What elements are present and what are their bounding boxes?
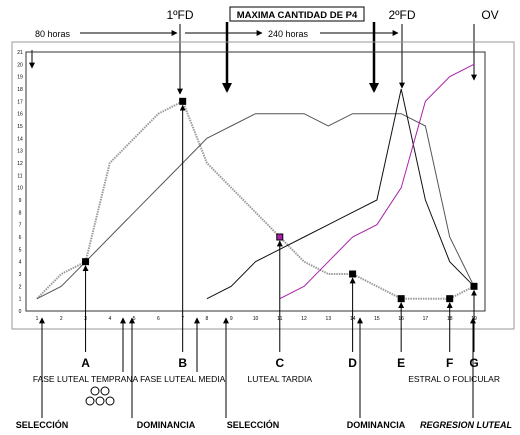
y-tick-label: 16 [17, 112, 23, 118]
series-layer [36, 63, 475, 300]
y-tick-label: 12 [17, 161, 23, 167]
event-label-c: LUTEAL TARDIA [247, 374, 312, 384]
event-label-a: FASE LUTEAL TEMPRANA [33, 374, 139, 384]
data-marker [276, 233, 284, 241]
y-tick-label: 1 [19, 297, 22, 303]
x-tick-label: 1 [36, 316, 39, 322]
x-tick-label: 5 [133, 316, 136, 322]
event-label-b: FASE LUTEAL MEDIA [140, 374, 226, 384]
event-layer: A FASE LUTEAL TEMPRANA B FASE LUTEAL MEDIA C… [33, 104, 500, 384]
y-tick-label: 10 [17, 186, 23, 192]
data-marker [470, 282, 478, 290]
y-tick-label: 14 [17, 136, 23, 142]
y-tick-label: 7 [19, 223, 22, 229]
x-tick-label: 8 [206, 316, 209, 322]
y-tick-label: 2 [19, 284, 22, 290]
x-tick-label: 4 [108, 316, 111, 322]
y-tick-label: 3 [19, 272, 22, 278]
y-tick-label: 19 [17, 75, 23, 81]
y-tick-label: 5 [19, 247, 22, 253]
x-tick-label: 12 [301, 316, 307, 322]
event-letter-f: F [446, 356, 453, 370]
phase-regresion-luteal: REGRESION LUTEAL [420, 420, 512, 430]
event-letter-b: B [178, 356, 187, 370]
series-line-2 [36, 113, 475, 300]
y-tick-label: 9 [19, 198, 22, 204]
plot-frame [25, 51, 486, 312]
y-tick-label: 0 [19, 309, 22, 315]
fd1-label: 1ºFD [166, 8, 193, 22]
x-tick-label: 10 [253, 316, 259, 322]
interval-80-label: 80 horas [35, 29, 71, 39]
y-tick-label: 8 [19, 210, 22, 216]
follicle-circles-icon [85, 386, 115, 406]
y-tick-label: 13 [17, 149, 23, 155]
phase-seleccion-2: SELECCIÓN [227, 419, 280, 430]
x-tick-label: 6 [157, 316, 160, 322]
phase-dominancia-2: DOMINANCIA [347, 420, 406, 430]
y-tick-label: 6 [19, 235, 22, 241]
title-box [229, 6, 365, 22]
title-label: MAXIMA CANTIDAD DE P4 [237, 10, 358, 21]
data-marker [349, 270, 357, 278]
data-marker [397, 295, 405, 303]
series-line-4 [279, 63, 475, 300]
x-tick-label: 2 [60, 316, 63, 322]
y-tick-label: 17 [17, 99, 23, 105]
series-line-3 [206, 88, 475, 300]
phase-seleccion-1: SELECCIÓN [16, 419, 69, 430]
x-tick-label: 9 [230, 316, 233, 322]
x-tick-label: 17 [423, 316, 429, 322]
data-marker [82, 258, 90, 266]
event-letter-a: A [81, 356, 90, 370]
data-marker [446, 295, 454, 303]
y-tick-label: 20 [17, 62, 23, 68]
phase-dominancia-1: DOMINANCIA [137, 420, 196, 430]
event-letter-e: E [397, 356, 405, 370]
event-letter-g: G [469, 356, 478, 370]
marker-layer [82, 97, 478, 303]
event-letter-d: D [348, 356, 357, 370]
ov-label: OV [481, 8, 498, 22]
interval-240-label: 240 horas [268, 29, 309, 39]
x-tick-label: 13 [326, 316, 332, 322]
y-tick-label: 4 [19, 260, 22, 266]
event-label-f: ESTRAL O FOLICULAR [408, 374, 500, 384]
series-line-1 [36, 99, 475, 300]
x-tick-label: 15 [374, 316, 380, 322]
fd2-label: 2ºFD [388, 8, 415, 22]
event-letter-c: C [275, 356, 284, 370]
data-marker [179, 97, 187, 105]
y-tick-label: 21 [17, 50, 23, 56]
y-tick-label: 11 [17, 173, 22, 179]
y-tick-label: 18 [17, 87, 23, 93]
y-tick-label: 15 [17, 124, 23, 130]
plot-frame-outer [11, 41, 515, 330]
